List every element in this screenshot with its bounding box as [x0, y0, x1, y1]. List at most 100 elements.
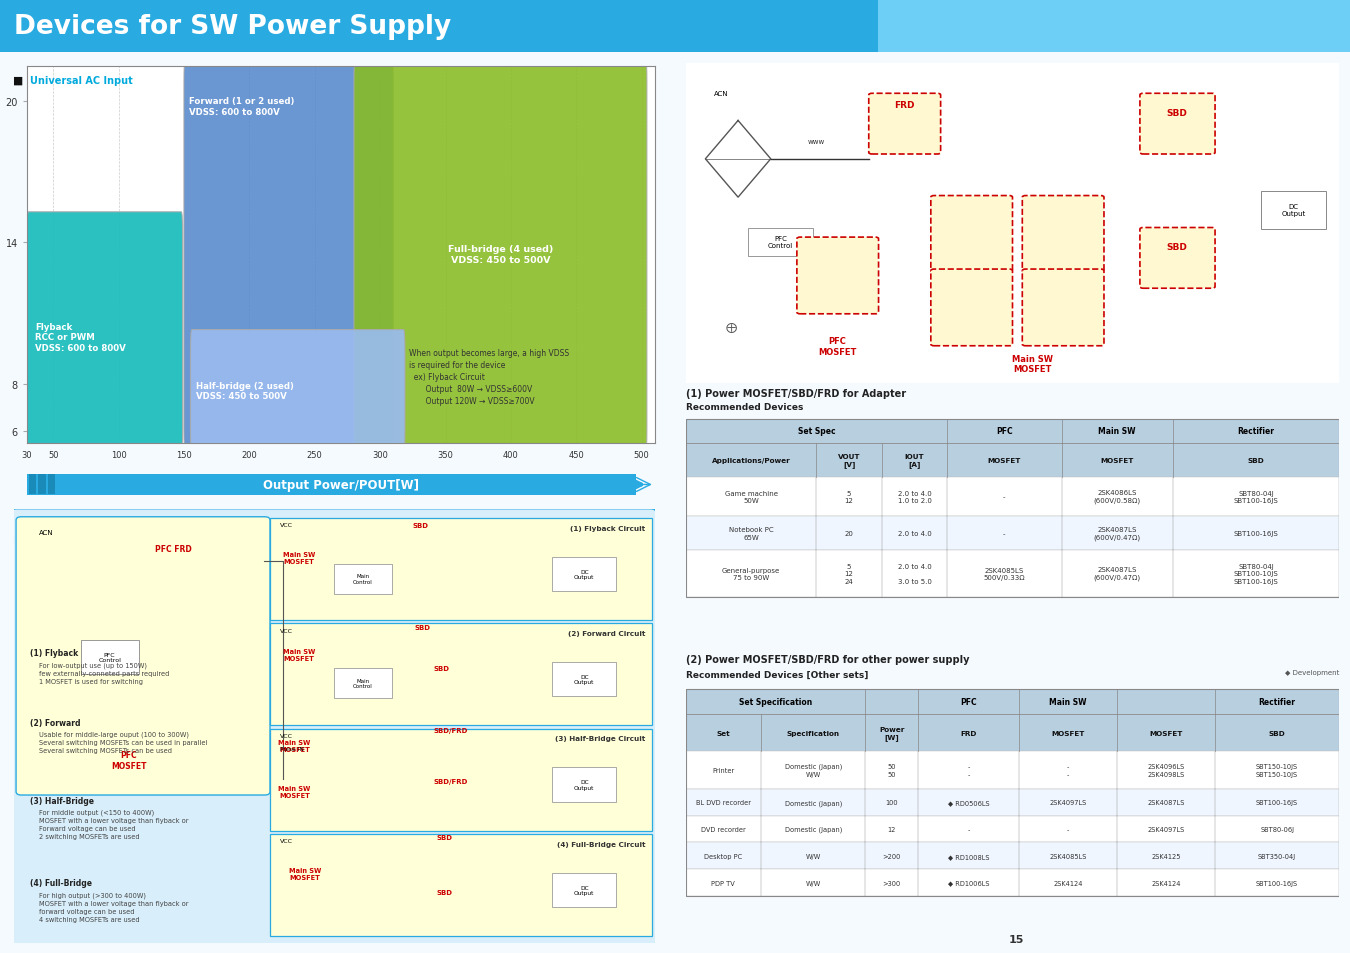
Text: SBT100-16JS: SBT100-16JS [1256, 800, 1299, 805]
Text: Domestic (Japan): Domestic (Japan) [784, 800, 842, 805]
Text: PFC
MOSFET: PFC MOSFET [111, 751, 147, 770]
Text: Main SW
MOSFET: Main SW MOSFET [1011, 355, 1053, 374]
Text: PFC: PFC [996, 427, 1012, 436]
Text: Applications/Power: Applications/Power [711, 457, 791, 463]
FancyBboxPatch shape [796, 238, 879, 314]
FancyBboxPatch shape [354, 60, 647, 453]
Text: FRD: FRD [895, 101, 915, 110]
Text: Recommended Devices: Recommended Devices [686, 402, 803, 412]
Text: 2SK4085LS
500V/0.33Ω: 2SK4085LS 500V/0.33Ω [984, 567, 1025, 580]
Text: 400: 400 [504, 450, 518, 459]
Text: SBT100-16JS: SBT100-16JS [1256, 880, 1299, 885]
Text: ■ Application Example: ■ Application Example [14, 535, 151, 545]
FancyBboxPatch shape [931, 270, 1012, 346]
Text: (4) Full-Bridge Circuit: (4) Full-Bridge Circuit [556, 841, 645, 846]
Bar [686, 477, 1339, 517]
Text: PFC
Control: PFC Control [768, 236, 794, 249]
Bar [686, 689, 1339, 896]
Text: For middle output (<150 to 400W)
MOSFET with a lower voltage than flyback or
For: For middle output (<150 to 400W) MOSFET … [39, 809, 189, 840]
Text: Devices for SW Power Supply: Devices for SW Power Supply [14, 13, 451, 40]
Text: PFC
MOSFET: PFC MOSFET [818, 336, 857, 356]
FancyBboxPatch shape [931, 196, 1012, 273]
Text: -: - [1003, 531, 1006, 537]
Text: VCC: VCC [279, 628, 293, 633]
Bar [686, 551, 1339, 597]
Text: -
-: - - [1066, 763, 1069, 777]
Text: Recommended Devices [Other sets]: Recommended Devices [Other sets] [686, 670, 868, 679]
FancyBboxPatch shape [1022, 196, 1104, 273]
Text: PFC: PFC [960, 698, 976, 706]
Y-axis label: Drain Current/ID[A]: Drain Current/ID[A] [0, 212, 1, 298]
Text: 2.0 to 4.0

3.0 to 5.0: 2.0 to 4.0 3.0 to 5.0 [898, 563, 931, 584]
Text: Main
Control: Main Control [354, 678, 373, 689]
Bar [335, 668, 392, 699]
Bar [878, 0, 1350, 53]
Text: >300: >300 [883, 880, 900, 885]
Text: Rectifier: Rectifier [1258, 698, 1296, 706]
Text: ■ Switching Power Supply Types & Recommended Power MOSFETs Map: ■ Switching Power Supply Types & Recomme… [14, 76, 451, 86]
Text: SBD: SBD [1166, 243, 1188, 252]
Text: MOSFET: MOSFET [1149, 730, 1183, 736]
Text: Notebook PC
65W: Notebook PC 65W [729, 527, 774, 540]
Text: DC
Output: DC Output [574, 674, 594, 684]
Text: 2SK4124: 2SK4124 [1152, 880, 1181, 885]
FancyBboxPatch shape [869, 94, 941, 154]
Text: Set: Set [717, 730, 730, 736]
Text: When output becomes large, a high VDSS
is required for the device
  ex) Flyback : When output becomes large, a high VDSS i… [409, 349, 568, 405]
Bar [748, 229, 813, 257]
Text: Main SW
MOSFET: Main SW MOSFET [282, 649, 315, 661]
Text: SBT80-06J: SBT80-06J [1260, 826, 1295, 832]
FancyBboxPatch shape [1139, 94, 1215, 154]
Text: BL DVD recorder: BL DVD recorder [695, 800, 751, 805]
Text: 300: 300 [373, 450, 387, 459]
Text: 100: 100 [111, 450, 127, 459]
Bar [686, 517, 1339, 551]
Text: 2SK4125: 2SK4125 [1152, 853, 1181, 859]
Bar [686, 419, 1339, 443]
Text: 20: 20 [845, 531, 853, 537]
Text: VCC: VCC [279, 523, 293, 528]
Text: -: - [1066, 826, 1069, 832]
Text: 2SK4087LS: 2SK4087LS [1148, 800, 1185, 805]
Bar [335, 564, 392, 595]
Text: Set Spec: Set Spec [798, 427, 836, 436]
Text: Main
Control: Main Control [354, 574, 373, 584]
Text: SBD: SBD [433, 665, 450, 671]
Bar [27, 474, 636, 496]
Text: 2.0 to 4.0
1.0 to 2.0: 2.0 to 4.0 1.0 to 2.0 [898, 490, 931, 504]
FancyBboxPatch shape [270, 834, 652, 936]
Text: Main SW
MOSFET: Main SW MOSFET [278, 739, 310, 752]
Text: SBT80-04J
SBT100-10JS
SBT100-16JS: SBT80-04J SBT100-10JS SBT100-16JS [1234, 563, 1278, 584]
Text: [MOSFET/FRD/SBD Use Example]: [MOSFET/FRD/SBD Use Example] [695, 96, 844, 106]
Text: SBT350-04J: SBT350-04J [1258, 853, 1296, 859]
Text: 100: 100 [886, 800, 898, 805]
Text: 2SK4124: 2SK4124 [1053, 880, 1083, 885]
Text: Half-bridge (2 used)
VDSS: 450 to 500V: Half-bridge (2 used) VDSS: 450 to 500V [196, 382, 293, 401]
Text: SBD: SBD [1166, 109, 1188, 118]
Text: IOUT
[A]: IOUT [A] [904, 454, 925, 468]
Text: Main SW
MOSFET: Main SW MOSFET [278, 785, 310, 799]
Text: 2SK4087LS
(600V/0.47Ω): 2SK4087LS (600V/0.47Ω) [1094, 567, 1141, 580]
Text: -: - [967, 826, 969, 832]
Text: Main SW: Main SW [1049, 698, 1087, 706]
Text: ◆ Development: ◆ Development [1285, 670, 1339, 676]
Bar [552, 873, 616, 907]
Bar [552, 557, 616, 592]
Text: PDP TV: PDP TV [711, 880, 736, 885]
Text: Domestic (Japan): Domestic (Japan) [784, 826, 842, 833]
FancyBboxPatch shape [190, 331, 405, 453]
Text: MOSFET: MOSFET [1100, 457, 1134, 463]
FancyBboxPatch shape [270, 518, 652, 620]
Text: ◆ RD1006LS: ◆ RD1006LS [948, 880, 990, 885]
Text: Printer: Printer [713, 767, 734, 773]
Bar [686, 816, 1339, 842]
Bar [686, 689, 1339, 715]
Text: For low-output use (up to 150W)
few externally-conneted parts required
1 MOSFET : For low-output use (up to 150W) few exte… [39, 661, 170, 684]
Text: 2.0 to 4.0: 2.0 to 4.0 [898, 531, 931, 537]
Text: 2SK4086LS
(600V/0.58Ω): 2SK4086LS (600V/0.58Ω) [1094, 490, 1141, 504]
Text: >200: >200 [883, 853, 900, 859]
Text: www: www [807, 139, 825, 145]
FancyBboxPatch shape [676, 61, 1347, 386]
Text: DC
Output: DC Output [1281, 204, 1305, 217]
Text: 30: 30 [22, 450, 32, 459]
